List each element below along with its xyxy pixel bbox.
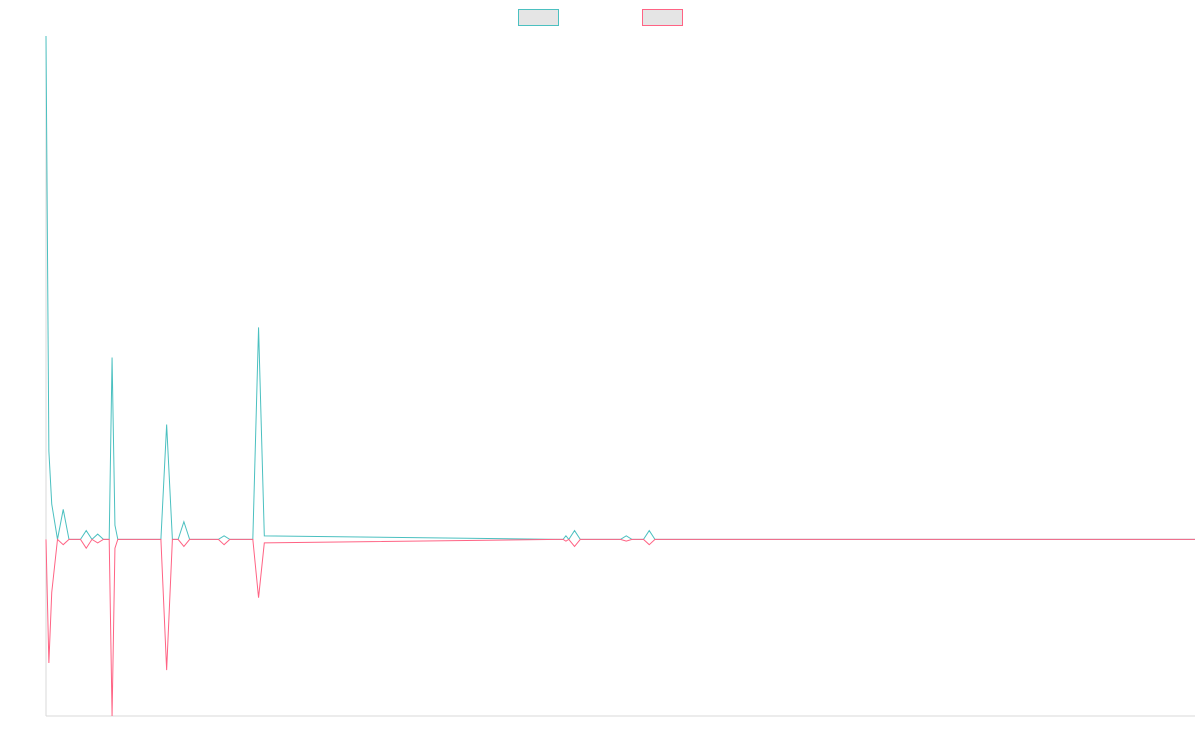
plot-area [45, 35, 1195, 717]
series-1 [45, 538, 1195, 717]
legend-swatch-1 [642, 9, 683, 26]
legend-item-0[interactable] [518, 9, 559, 26]
chart-axes [45, 36, 1195, 717]
series-line-0 [45, 35, 1195, 541]
series-0 [45, 35, 1195, 541]
series-line-1 [45, 538, 1195, 717]
legend-swatch-0 [518, 9, 559, 26]
legend-item-1[interactable] [642, 9, 683, 26]
chart-legend [518, 9, 683, 26]
